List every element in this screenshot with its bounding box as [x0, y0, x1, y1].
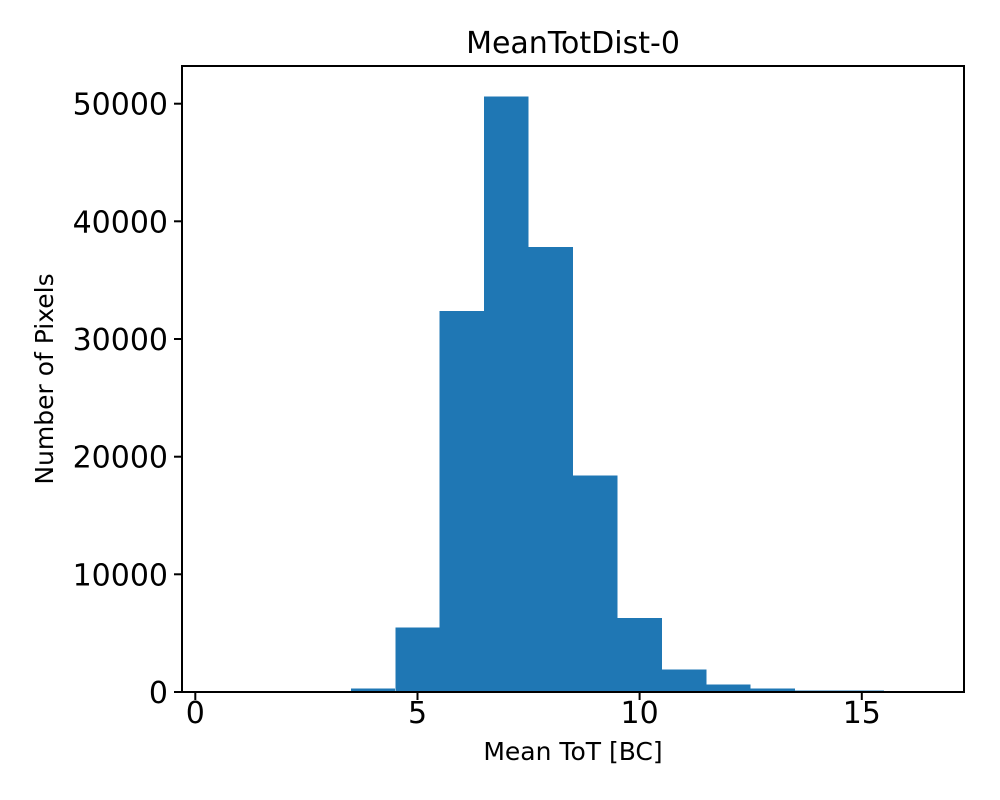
x-tick-label: 5	[408, 696, 427, 731]
axes-spines	[181, 65, 965, 693]
y-axis-label: Number of Pixels	[30, 273, 59, 485]
y-tick-label: 40000	[73, 205, 168, 240]
y-tick-label: 20000	[73, 441, 168, 476]
y-tick-label: 50000	[73, 88, 168, 123]
histogram-bar	[750, 688, 796, 692]
histogram-bar	[661, 669, 707, 692]
y-tick-label: 10000	[73, 558, 168, 593]
y-tick-label: 0	[149, 676, 168, 711]
chart-title: MeanTotDist-0	[466, 26, 680, 61]
x-tick-label: 15	[843, 696, 881, 731]
histogram-bar	[395, 627, 440, 692]
histogram-bar	[528, 247, 573, 692]
histogram-bar	[484, 96, 529, 693]
histogram-bar	[573, 475, 618, 692]
histogram-bar	[617, 617, 662, 692]
histogram-bar	[350, 688, 396, 692]
x-axis-label: Mean ToT [BC]	[483, 737, 663, 766]
x-tick-label: 0	[186, 696, 205, 731]
histogram-bar	[706, 684, 751, 692]
y-tick-label: 30000	[73, 323, 168, 358]
histogram-bar	[439, 310, 485, 692]
x-tick-label: 10	[621, 696, 659, 731]
